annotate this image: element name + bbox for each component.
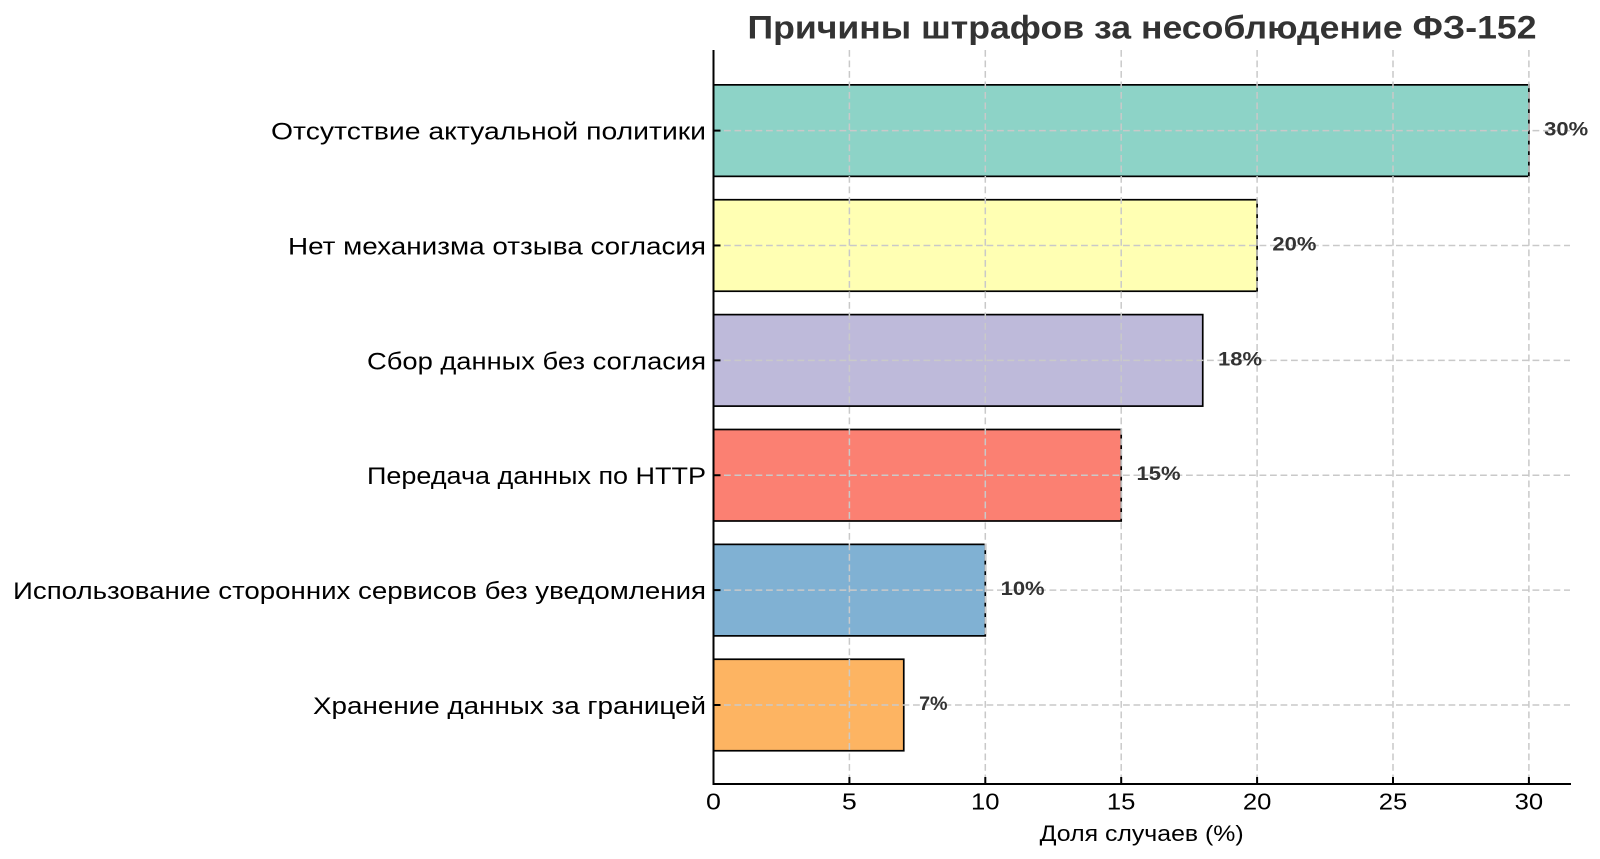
- svg-text:Хранение данных за границей: Хранение данных за границей: [313, 693, 706, 720]
- svg-text:10: 10: [971, 788, 1000, 814]
- svg-text:Сбор данных без согласия: Сбор данных без согласия: [367, 348, 706, 375]
- svg-text:5: 5: [842, 788, 857, 814]
- svg-text:0: 0: [706, 788, 721, 814]
- svg-text:30%: 30%: [1544, 120, 1588, 141]
- svg-text:Причины штрафов за несоблюдени: Причины штрафов за несоблюдение ФЗ-152: [748, 10, 1537, 46]
- svg-text:Отсутствие актуальной политики: Отсутствие актуальной политики: [271, 119, 706, 146]
- svg-text:18%: 18%: [1218, 349, 1262, 370]
- svg-text:30: 30: [1515, 788, 1544, 814]
- svg-text:10%: 10%: [1001, 579, 1045, 600]
- svg-text:25: 25: [1379, 788, 1408, 814]
- svg-text:Использование сторонних сервис: Использование сторонних сервисов без уве…: [13, 578, 706, 605]
- svg-text:Доля случаев (%): Доля случаев (%): [1040, 821, 1244, 846]
- svg-text:7%: 7%: [919, 694, 948, 715]
- svg-text:20%: 20%: [1272, 234, 1316, 255]
- svg-text:15: 15: [1107, 788, 1136, 814]
- svg-text:Нет механизма отзыва согласия: Нет механизма отзыва согласия: [288, 233, 706, 260]
- svg-text:20: 20: [1243, 788, 1272, 814]
- svg-text:15%: 15%: [1137, 464, 1181, 485]
- svg-text:Передача данных по HTTP: Передача данных по HTTP: [367, 463, 706, 490]
